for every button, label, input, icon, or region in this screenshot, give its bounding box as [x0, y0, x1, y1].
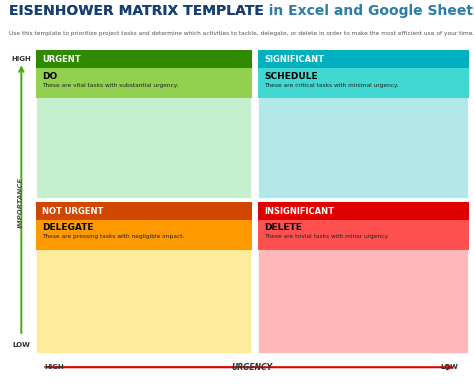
Bar — [257, 68, 469, 98]
Bar — [257, 202, 469, 354]
Text: HIGH: HIGH — [11, 57, 31, 62]
Text: INSIGNIFICANT: INSIGNIFICANT — [264, 207, 334, 216]
Text: These are pressing tasks with negligible impact.: These are pressing tasks with negligible… — [42, 235, 184, 240]
Bar — [257, 202, 469, 220]
Bar — [36, 202, 252, 220]
Bar — [36, 202, 252, 354]
Text: URGENT: URGENT — [42, 55, 81, 63]
Text: These are critical tasks with minimal urgency.: These are critical tasks with minimal ur… — [264, 82, 399, 87]
Bar — [257, 50, 469, 199]
Text: These are vital tasks with substantial urgency.: These are vital tasks with substantial u… — [42, 82, 178, 87]
Text: DELEGATE: DELEGATE — [42, 223, 93, 233]
Text: IMPORTANCE: IMPORTANCE — [18, 176, 24, 228]
Text: Use this template to prioritize project tasks and determine which activities to : Use this template to prioritize project … — [9, 31, 474, 36]
Text: URGENCY: URGENCY — [232, 363, 273, 372]
Text: SIGNIFICANT: SIGNIFICANT — [264, 55, 324, 63]
Text: These are trivial tasks with minor urgency.: These are trivial tasks with minor urgen… — [264, 235, 389, 240]
Bar — [257, 50, 469, 68]
Bar — [257, 220, 469, 250]
Text: LOW: LOW — [440, 364, 458, 370]
Text: HIGH: HIGH — [44, 364, 64, 370]
Text: LOW: LOW — [12, 342, 30, 348]
Bar — [36, 220, 252, 250]
Bar — [36, 68, 252, 98]
Text: DELETE: DELETE — [264, 223, 302, 233]
Text: EISENHOWER MATRIX TEMPLATE: EISENHOWER MATRIX TEMPLATE — [9, 4, 264, 18]
Bar — [36, 50, 252, 68]
Text: DO: DO — [42, 72, 57, 80]
Text: NOT URGENT: NOT URGENT — [42, 207, 103, 216]
Text: SCHEDULE: SCHEDULE — [264, 72, 318, 80]
Text: EISENHOWER MATRIX TEMPLATE in Excel and Google Sheets: EISENHOWER MATRIX TEMPLATE in Excel and … — [9, 4, 474, 18]
Bar — [36, 50, 252, 199]
